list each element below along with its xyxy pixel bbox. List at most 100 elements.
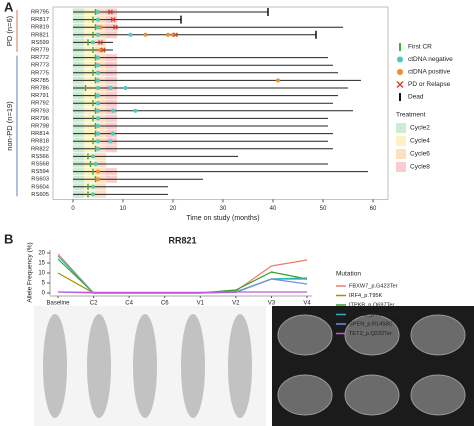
legend-title: Mutation [336, 271, 361, 278]
y-axis-title: Allele Frequency (%) [27, 242, 34, 302]
x-tick-label: V4 [303, 301, 311, 307]
patient-label: RS603 [31, 177, 49, 183]
x-tick-label: 20 [170, 206, 177, 212]
ctdna-negative [96, 78, 100, 83]
ctdna-negative [96, 10, 100, 14]
ctdna-positive [143, 32, 148, 37]
ctdna-negative [96, 63, 100, 68]
patient-label: RR822 [31, 146, 49, 152]
legend-label: Cycle6 [410, 151, 430, 158]
ctdna-positive [98, 25, 103, 30]
patient-label: RR775 [31, 70, 49, 76]
patient-label: RR798 [31, 124, 49, 130]
series-line [57, 255, 308, 294]
panel-label: B [4, 231, 13, 246]
legend-swatch [396, 123, 406, 133]
patient-label: RR772 [31, 55, 49, 61]
patient-label: RR821 [31, 32, 49, 38]
series-line [57, 258, 308, 294]
scan-images [34, 306, 474, 426]
ctdna-negative [111, 131, 115, 136]
ctdna-negative [91, 184, 95, 189]
chart-title: RR821 [168, 235, 196, 245]
patient-label: RR795 [31, 10, 49, 16]
x-tick-label: Baseline [46, 301, 70, 307]
patient-label: RR817 [31, 17, 49, 23]
pd-marker [100, 47, 106, 53]
pd-marker [108, 9, 113, 15]
ctdna-negative [96, 139, 100, 144]
ctdna-negative [128, 32, 133, 37]
x-tick-label: 50 [320, 206, 327, 212]
panel-label: A [4, 0, 14, 14]
x-tick-label: 60 [370, 206, 377, 212]
legend-label: Cycle2 [410, 125, 430, 132]
patient-label: RR792 [31, 101, 49, 107]
legend-symbol [397, 56, 403, 63]
pd-marker [110, 17, 116, 23]
legend-label: KMT2D_p.R2801Ter [349, 312, 400, 318]
ctdna-negative [96, 108, 100, 113]
pd-marker [98, 39, 103, 45]
patient-label: RR791 [31, 93, 49, 99]
legend-swatch [396, 162, 406, 172]
ctdna-negative [108, 139, 113, 144]
patient-label: RR786 [31, 86, 49, 92]
ctdna-positive [96, 177, 100, 182]
x-tick-label: V3 [268, 301, 276, 307]
legend-label: FBXW7_p.G423Ter [349, 283, 398, 289]
legend-label: Dead [408, 94, 424, 101]
x-axis-title: Time on study (months) [186, 215, 259, 222]
ctdna-negative [96, 146, 100, 151]
ctdna-negative [108, 86, 113, 90]
ctdna-positive [276, 78, 280, 83]
ctdna-negative [96, 101, 100, 106]
legend-label: Cycle8 [410, 164, 430, 171]
patient-label: RS605 [31, 192, 49, 198]
legend-label: Cycle4 [410, 138, 430, 145]
x-tick-label: 0 [71, 206, 75, 212]
ctdna-negative [96, 17, 100, 22]
legend-label: ITPKB_p.Q697Ter [349, 302, 395, 308]
x-tick-label: V1 [197, 301, 205, 307]
y-tick-label: 10 [38, 271, 45, 277]
ctdna-negative [91, 192, 95, 197]
legend-label: First CR [408, 44, 432, 51]
ctdna-positive [96, 169, 100, 174]
y-tick-label: 0 [42, 291, 46, 297]
legend-label: ctDNA positive [408, 69, 451, 76]
legend-label: TET2_p.Q232Ter [349, 331, 392, 337]
legend-label: PD or Relapse [408, 81, 451, 88]
y-tick-label: 5 [42, 281, 46, 287]
patient-label: RS594 [31, 169, 50, 175]
patient-label: RR796 [31, 116, 49, 122]
x-tick-label: 40 [270, 206, 277, 212]
patient-label: RR773 [31, 63, 49, 69]
x-tick-label: 10 [120, 206, 127, 212]
patient-label: RS599 [31, 40, 49, 46]
pd-marker [173, 32, 178, 38]
ctdna-positive [166, 32, 170, 37]
series-line [57, 278, 308, 294]
ctdna-negative [96, 131, 100, 136]
ctdna-negative [96, 93, 100, 98]
ctdna-negative [96, 116, 100, 121]
legend-label: IRF4_p.T95K [349, 293, 383, 299]
group-label: PD (n=6) [5, 15, 14, 46]
x-tick-label: C4 [125, 301, 133, 307]
patient-label: RR793 [31, 108, 49, 114]
legend-label: SPEN_p.R1458C [349, 321, 393, 327]
patient-label: RR819 [31, 25, 49, 31]
patient-label: RR814 [31, 131, 50, 137]
patient-label: RR785 [31, 78, 49, 84]
ctdna-negative [96, 32, 100, 37]
ctdna-negative [93, 162, 98, 166]
x-tick-label: C6 [161, 301, 169, 307]
patient-label: RR779 [31, 48, 49, 54]
plot-frame [52, 6, 389, 200]
x-tick-label: C2 [90, 301, 98, 307]
ctdna-negative [96, 124, 100, 128]
patient-label: RR818 [31, 139, 49, 145]
ctdna-negative [96, 55, 100, 60]
